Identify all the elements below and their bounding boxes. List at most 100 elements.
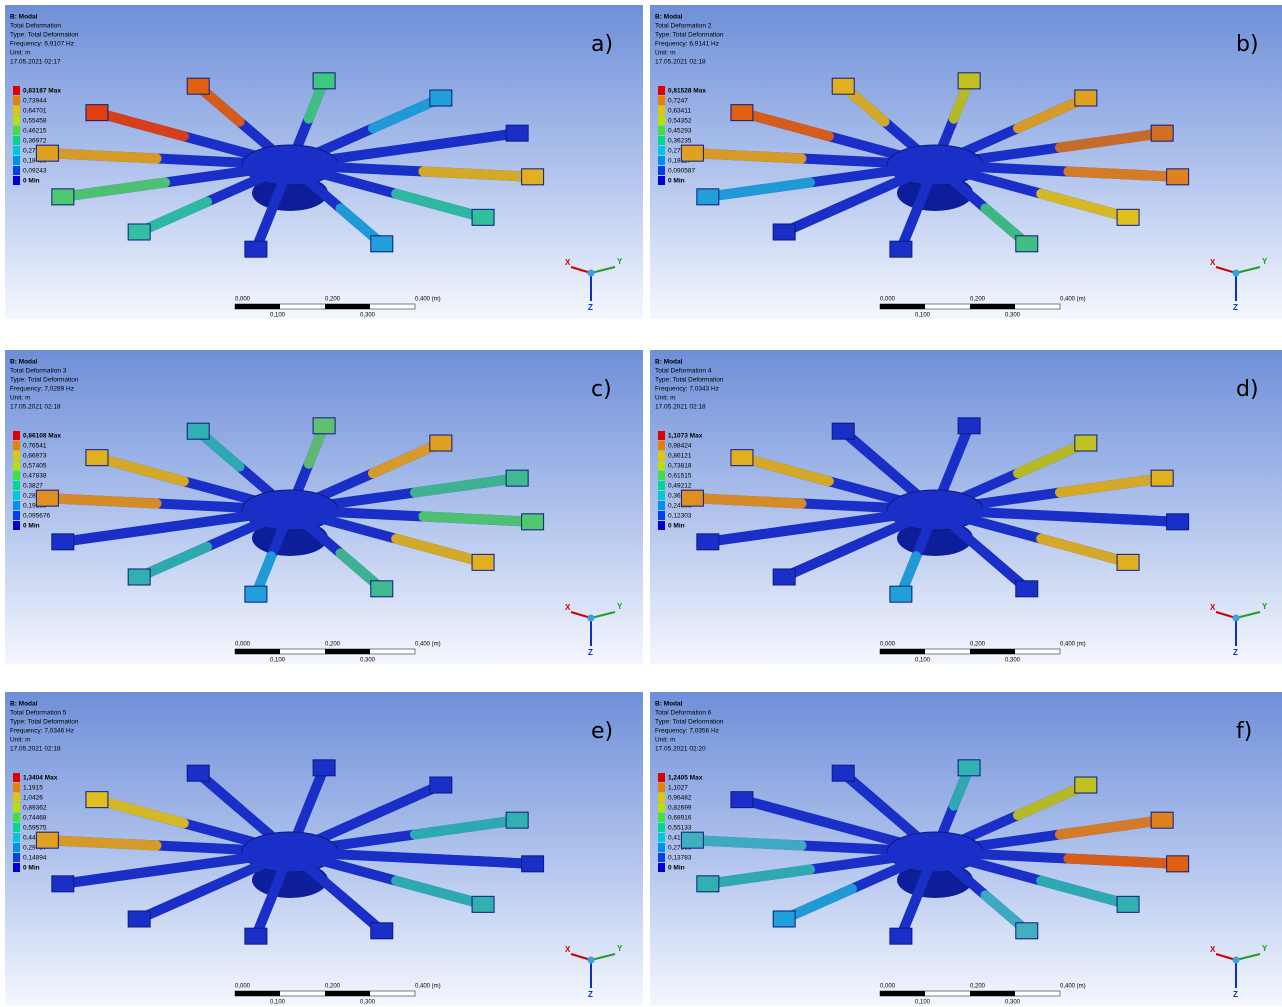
legend-label: 0,7247 bbox=[668, 98, 688, 105]
header-line: Unit: m bbox=[655, 50, 676, 57]
legend-label: 0,81528 Max bbox=[668, 88, 706, 95]
header-line: Unit: m bbox=[655, 395, 676, 402]
header-line: Unit: m bbox=[10, 50, 31, 57]
header-line: Type: Total Deformation bbox=[10, 377, 79, 384]
scale-label: 0,400 (m) bbox=[1060, 297, 1086, 303]
legend-swatch bbox=[658, 863, 665, 872]
arm-end bbox=[36, 832, 58, 848]
panel-label: a) bbox=[591, 32, 613, 57]
legend-swatch bbox=[13, 823, 20, 832]
header-line: 17.05.2021 02:17 bbox=[10, 59, 61, 66]
axis-label: Y bbox=[617, 257, 623, 266]
arm-tip bbox=[1068, 859, 1177, 864]
legend-swatch bbox=[13, 481, 20, 490]
header-line: Unit: m bbox=[10, 395, 31, 402]
arm-tip bbox=[47, 840, 156, 845]
legend-label: 0,98424 bbox=[668, 443, 692, 450]
legend-swatch bbox=[658, 441, 665, 450]
scale-label: 0,000 bbox=[235, 297, 251, 303]
legend-swatch bbox=[13, 96, 20, 105]
legend-label: 0,73818 bbox=[668, 463, 692, 470]
axis-label: Y bbox=[617, 602, 623, 611]
arm-end bbox=[1016, 581, 1038, 597]
arm-tip bbox=[423, 859, 532, 864]
figure: B: Modal Total Deformation Type: Total Def… bbox=[0, 0, 1282, 1007]
scale-label: 0,000 bbox=[880, 642, 896, 648]
axis-label: Y bbox=[1262, 257, 1268, 266]
arm-end bbox=[1167, 856, 1189, 872]
scale-label: 0,100 bbox=[270, 313, 286, 319]
header-line: Total Deformation bbox=[10, 23, 61, 30]
legend-swatch bbox=[658, 156, 665, 165]
legend-label: 1,3404 Max bbox=[23, 775, 58, 782]
legend-label: 0,36972 bbox=[23, 138, 47, 145]
arm-end bbox=[1075, 435, 1097, 451]
legend-label: 0 Min bbox=[23, 865, 40, 872]
arm-tip bbox=[47, 153, 156, 158]
legend-label: 1,1073 Max bbox=[668, 433, 703, 440]
legend-swatch bbox=[658, 166, 665, 175]
legend-swatch bbox=[13, 106, 20, 115]
arm-tip bbox=[692, 498, 801, 503]
scale-label: 0,200 bbox=[970, 642, 986, 648]
arm-end bbox=[52, 189, 74, 205]
header-line: B: Modal bbox=[10, 14, 38, 21]
legend-label: 1,1027 bbox=[668, 785, 688, 792]
legend-swatch bbox=[13, 136, 20, 145]
legend-label: 0,64701 bbox=[23, 108, 47, 115]
legend-swatch bbox=[658, 96, 665, 105]
axis-label: Z bbox=[1233, 648, 1238, 657]
legend-swatch bbox=[13, 853, 20, 862]
arm-end bbox=[958, 760, 980, 776]
header-line: B: Modal bbox=[655, 701, 683, 708]
legend-swatch bbox=[658, 803, 665, 812]
arm-end bbox=[697, 534, 719, 550]
scale-label: 0,300 bbox=[1005, 658, 1021, 664]
arm-end bbox=[506, 470, 528, 486]
arm-end bbox=[472, 209, 494, 225]
header-line: Total Deformation 2 bbox=[655, 23, 712, 30]
arm-tip bbox=[1068, 172, 1177, 177]
arm-end bbox=[86, 450, 108, 466]
legend-swatch bbox=[13, 176, 20, 185]
scale-label: 0,400 (m) bbox=[1060, 642, 1086, 648]
legend-label: 1,1915 bbox=[23, 785, 43, 792]
header-line: Frequency: 7,0356 Hz bbox=[655, 728, 719, 735]
legend-swatch bbox=[13, 521, 20, 530]
legend-label: 0,61515 bbox=[668, 473, 692, 480]
arm-end bbox=[506, 125, 528, 141]
arm-end bbox=[245, 241, 267, 257]
scale-label: 0,100 bbox=[915, 1000, 931, 1006]
arm-end bbox=[681, 145, 703, 161]
arm-end bbox=[472, 896, 494, 912]
legend-label: 0,63411 bbox=[668, 108, 691, 115]
scale-label: 0,100 bbox=[915, 313, 931, 319]
header-line: Frequency: 7,0346 Hz bbox=[10, 728, 74, 735]
arm-end bbox=[313, 418, 335, 434]
legend-label: 0,54352 bbox=[668, 118, 692, 125]
arm-end bbox=[187, 423, 209, 439]
arm-end bbox=[36, 490, 58, 506]
legend-label: 0,74468 bbox=[23, 815, 47, 822]
legend-label: 0,45293 bbox=[668, 128, 692, 135]
arm-end bbox=[697, 189, 719, 205]
legend-label: 0,46215 bbox=[23, 128, 47, 135]
legend-label: 0,96482 bbox=[668, 795, 692, 802]
arm-end bbox=[773, 911, 795, 927]
arm-end bbox=[890, 586, 912, 602]
legend-label: 0,57405 bbox=[23, 463, 47, 470]
arm-end bbox=[371, 923, 393, 939]
header-line: Unit: m bbox=[655, 737, 676, 744]
legend-swatch bbox=[658, 783, 665, 792]
scale-label: 0,100 bbox=[270, 1000, 286, 1006]
scale-label: 0,100 bbox=[915, 658, 931, 664]
axis-label: Y bbox=[1262, 602, 1268, 611]
arm-end bbox=[832, 78, 854, 94]
legend-swatch bbox=[658, 86, 665, 95]
legend-label: 0,09243 bbox=[23, 168, 47, 175]
header-line: Type: Total Deformation bbox=[10, 719, 79, 726]
scale-label: 0,200 bbox=[325, 297, 341, 303]
arm-end bbox=[1117, 896, 1139, 912]
legend-swatch bbox=[658, 451, 665, 460]
